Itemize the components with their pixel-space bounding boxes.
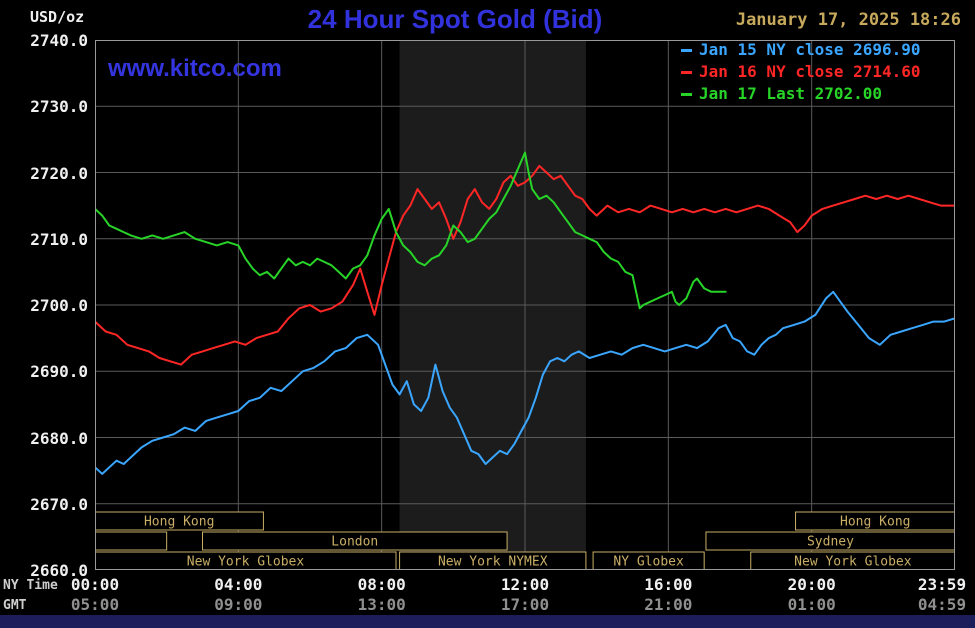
legend-label-jan17: Jan 17 Last 2702.00: [699, 84, 883, 103]
session-label-new-york-globex: New York Globex: [794, 555, 912, 570]
y-tick-label: 2690.0: [30, 362, 88, 382]
chart-legend: Jan 15 NY close 2696.90 Jan 16 NY close …: [681, 39, 921, 105]
gmt-row-label: GMT: [3, 598, 27, 613]
x-tick-ny-time: 00:00: [70, 575, 120, 594]
y-tick-label: 2710.0: [30, 229, 88, 249]
x-tick-gmt-time: 01:00: [787, 595, 836, 614]
session-label-new-york-nymex: New York NYMEX: [438, 555, 548, 570]
session-label-london: London: [331, 535, 378, 550]
series-line-jan15: [95, 290, 955, 475]
x-tick-ny-time: 23:59: [917, 575, 967, 594]
legend-marker-jan17: [681, 93, 692, 96]
plot-area: Hong Kong Hong Kong London Sydney New York G…: [95, 40, 955, 570]
legend-marker-jan15: [681, 49, 692, 52]
y-tick-label: 2670.0: [30, 494, 88, 514]
y-tick-label: 2700.0: [30, 296, 88, 315]
session-box-london: [202, 531, 508, 551]
kitco-watermark-link[interactable]: www.kitco.com: [108, 55, 282, 82]
session-label-hong-kong: Hong Kong: [840, 515, 910, 530]
chart-title: 24 Hour Spot Gold (Bid): [307, 4, 603, 34]
x-tick-gmt-time: 17:00: [500, 595, 550, 614]
x-tick-gmt-time: 09:00: [214, 595, 263, 614]
legend-label-jan16: Jan 16 NY close 2714.60: [699, 62, 921, 81]
legend-label-jan15: Jan 15 NY close 2696.90: [699, 40, 921, 59]
session-label-new-york-globex: New York Globex: [187, 555, 305, 570]
y-tick-label: 2660.0: [30, 561, 88, 580]
session-box-new-york-globex: [750, 551, 955, 570]
session-label-sydney: Sydney: [807, 535, 854, 550]
x-tick-gmt-time: 04:59: [917, 595, 967, 614]
x-tick-ny-time: 20:00: [787, 575, 836, 594]
ny-time-row-label: NY Time: [3, 578, 58, 593]
session-box-new-york-globex: [95, 551, 397, 570]
y-axis-units-label: USD/oz: [30, 8, 85, 26]
session-box-ny-globex: [592, 551, 705, 570]
x-tick-gmt-time: 13:00: [357, 595, 406, 614]
y-tick-label: 2680.0: [30, 428, 88, 448]
y-tick-label: 2730.0: [30, 97, 88, 117]
legend-item: Jan 16 NY close 2714.60: [681, 61, 921, 83]
bottom-bar: [0, 615, 975, 628]
series-line-jan17: [95, 151, 727, 310]
x-tick-ny-time: 12:00: [500, 575, 550, 594]
y-tick-label: 2720.0: [30, 163, 88, 183]
y-tick-label: 2740.0: [30, 31, 88, 50]
chart-datetime: January 17, 2025 18:26: [735, 10, 961, 30]
session-box-hong-kong: [95, 511, 264, 531]
session-box-hong-kong: [795, 511, 955, 531]
series-line-jan16: [95, 164, 955, 366]
session-label-hong-kong: Hong Kong: [144, 515, 214, 530]
plot-border: [95, 40, 955, 570]
x-tick-gmt-time: 21:00: [644, 595, 693, 614]
x-tick-ny-time: 16:00: [644, 575, 693, 594]
session-box-new-york-nymex: [399, 551, 587, 570]
session-box-unlabeled: [95, 531, 168, 551]
legend-item: Jan 15 NY close 2696.90: [681, 39, 921, 61]
x-tick-ny-time: 04:00: [214, 575, 263, 594]
legend-marker-jan16: [681, 71, 692, 74]
x-tick-gmt-time: 05:00: [70, 595, 120, 614]
legend-item: Jan 17 Last 2702.00: [681, 83, 921, 105]
session-label-ny-globex: NY Globex: [613, 555, 684, 570]
x-tick-ny-time: 08:00: [357, 575, 406, 594]
